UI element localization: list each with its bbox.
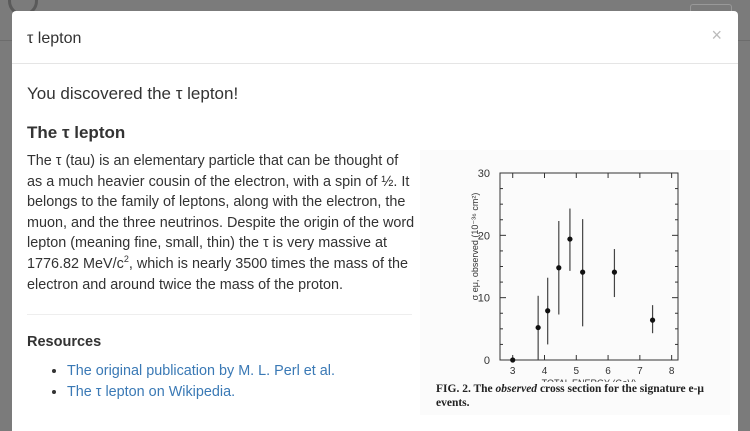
x-tick-label: 3 — [510, 366, 516, 377]
figure: 3456780102030TOTAL ENERGY (GeV)σ eμ, obs… — [420, 150, 730, 415]
caption-italic: observed — [495, 383, 538, 395]
data-point — [580, 269, 586, 275]
paragraph-text: The τ (tau) is an elementary particle th… — [27, 153, 415, 272]
close-icon[interactable]: × — [711, 25, 722, 45]
data-point — [556, 265, 562, 271]
data-point — [510, 357, 516, 363]
data-point — [649, 317, 656, 323]
x-tick-label: 8 — [669, 366, 675, 377]
y-tick-label: 10 — [478, 293, 490, 305]
data-point — [567, 236, 573, 242]
x-tick-label: 7 — [637, 366, 643, 377]
discovery-message: You discovered the τ lepton! — [27, 84, 239, 103]
plot-frame — [499, 172, 679, 361]
paragraph-text: , which is nearly 3500 times the mass of… — [27, 255, 408, 293]
resources-list: The original publication by M. L. Perl e… — [67, 361, 335, 403]
list-item: The original publication by M. L. Perl e… — [67, 361, 335, 382]
x-tick-label: 5 — [574, 366, 580, 377]
modal-dialog: τ lepton × You discovered the τ lepton! … — [12, 11, 738, 431]
wikipedia-link[interactable]: The τ lepton on Wikipedia. — [67, 384, 236, 400]
figure-caption: FIG. 2. The observed cross section for t… — [436, 382, 726, 410]
caption-text: FIG. 2. The — [436, 383, 496, 395]
description-paragraph: The τ (tau) is an elementary particle th… — [27, 151, 417, 295]
cross-section-chart: 3456780102030TOTAL ENERGY (GeV)σ eμ, obs… — [470, 168, 679, 388]
list-item: The τ lepton on Wikipedia. — [67, 382, 335, 403]
data-point — [535, 324, 541, 331]
section-heading: The τ lepton — [27, 123, 126, 142]
data-point — [611, 269, 618, 275]
y-axis-label: σ eμ, observed (10⁻³⁶ cm²) — [470, 193, 480, 301]
data-point — [545, 308, 551, 314]
caption-text: cross section for the signature e-μ even… — [436, 383, 704, 409]
publication-link[interactable]: The original publication by M. L. Perl e… — [67, 363, 335, 379]
x-tick-label: 6 — [605, 366, 611, 377]
x-tick-label: 4 — [542, 366, 548, 377]
modal-header: τ lepton × — [12, 11, 738, 64]
y-tick-label: 20 — [478, 230, 490, 242]
y-tick-label: 0 — [484, 355, 490, 367]
superscript: 2 — [123, 254, 129, 265]
y-tick-label: 30 — [478, 168, 490, 180]
modal-title: τ lepton — [27, 30, 82, 47]
divider — [27, 314, 412, 315]
resources-heading: Resources — [27, 334, 102, 350]
